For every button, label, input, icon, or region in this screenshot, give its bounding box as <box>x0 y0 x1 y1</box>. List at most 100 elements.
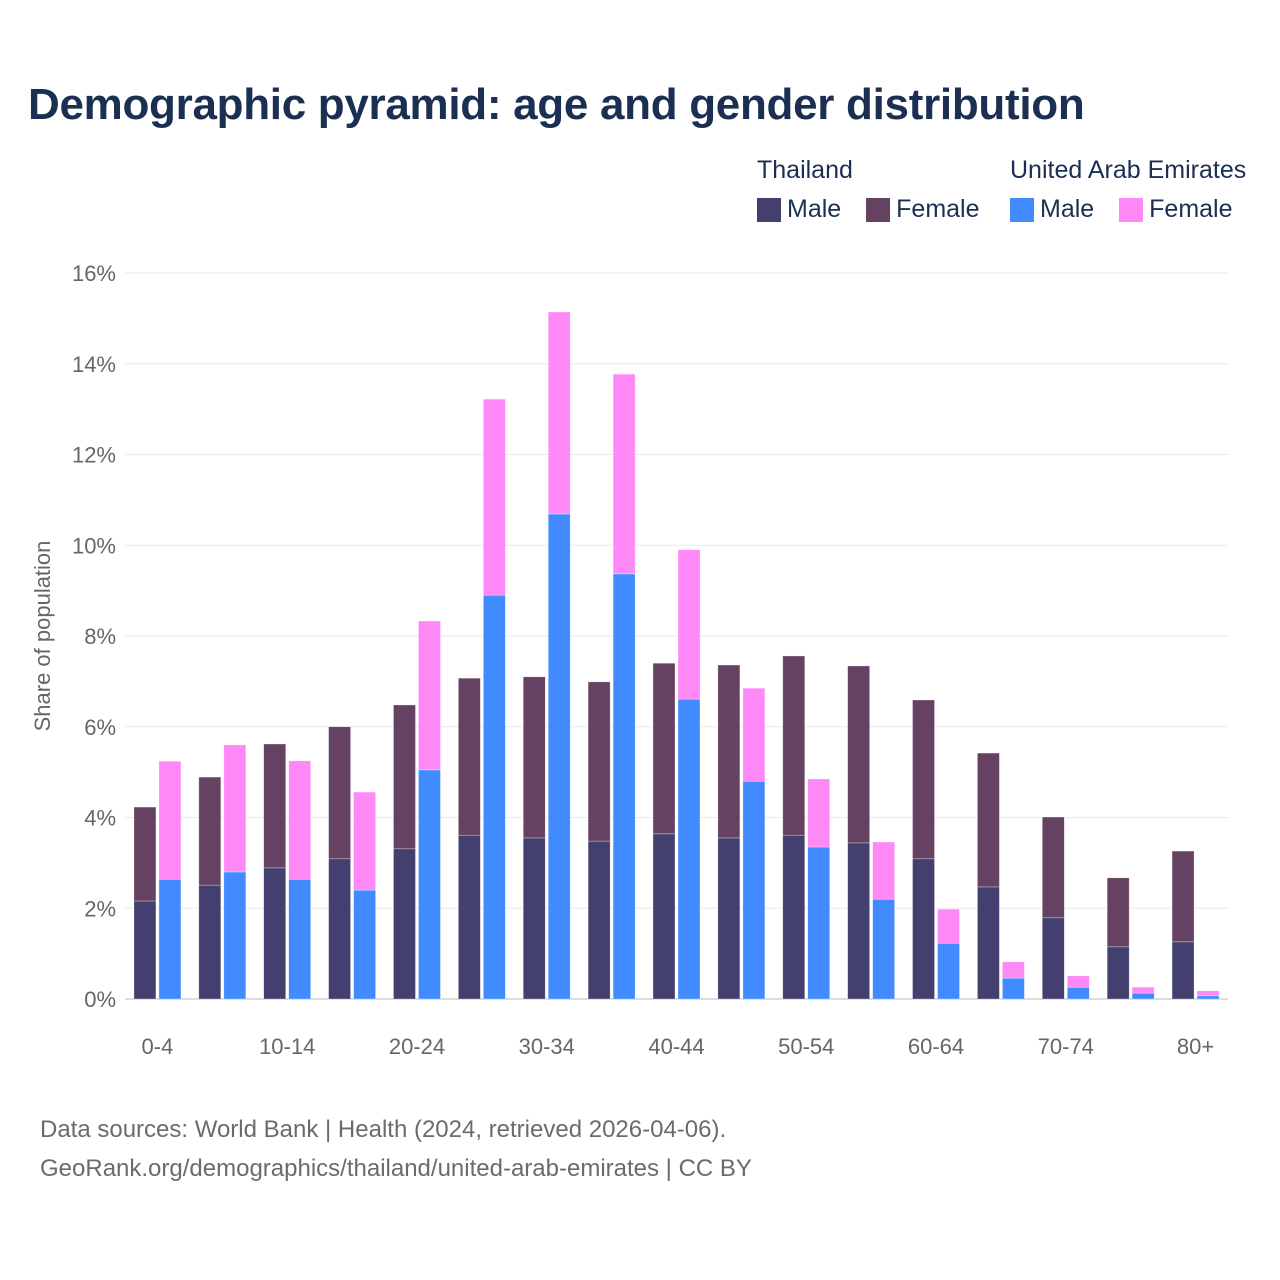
bar-thailand-male-45-49[interactable] <box>717 837 741 1000</box>
bar-uae-female-5-9[interactable] <box>223 744 247 873</box>
legend-item-uae-female[interactable]: Female <box>1119 195 1233 224</box>
y-tick-label: 4% <box>84 806 116 831</box>
bar-uae-male-40-44[interactable] <box>677 698 701 1000</box>
bar-thailand-female-15-19[interactable] <box>328 726 351 860</box>
legend-label: Male <box>1040 195 1095 223</box>
chart-plot: 0% 2% 4% 6% 8% 10% 12% 14% 16% 0-4 10-14 20-24 30-3… <box>30 261 1228 1059</box>
bar-uae-male-60-64[interactable] <box>937 942 960 1000</box>
bar-thailand-male-5-9[interactable] <box>198 884 222 1000</box>
bar-thailand-female-50-54[interactable] <box>782 655 806 836</box>
legend-title: Thailand <box>757 156 853 184</box>
bar-uae-male-65-69[interactable] <box>1002 977 1025 1000</box>
bar-uae-female-75-79[interactable] <box>1131 986 1155 994</box>
bar-uae-male-45-49[interactable] <box>742 780 766 1000</box>
bar-thailand-male-0-4[interactable] <box>133 900 157 1000</box>
x-tick-label: 80+ <box>1177 1034 1214 1059</box>
x-tick-label: 40-44 <box>648 1034 704 1059</box>
y-tick-label: 16% <box>72 261 116 286</box>
bar-thailand-female-80+[interactable] <box>1171 850 1195 943</box>
legend-swatch <box>757 197 781 222</box>
bar-thailand-female-55-59[interactable] <box>847 665 870 844</box>
bar-thailand-male-55-59[interactable] <box>847 842 870 1000</box>
x-tick-label: 60-64 <box>908 1034 964 1059</box>
bar-uae-male-70-74[interactable] <box>1066 986 1090 1000</box>
bar-uae-female-40-44[interactable] <box>677 549 701 700</box>
bar-uae-male-35-39[interactable] <box>612 573 636 1000</box>
bar-uae-male-55-59[interactable] <box>872 898 895 1000</box>
legend-item-thailand-female[interactable]: Female <box>866 195 980 224</box>
y-tick-label: 2% <box>84 896 116 921</box>
bar-uae-female-25-29[interactable] <box>483 398 506 596</box>
bar-thailand-male-20-24[interactable] <box>393 848 416 1000</box>
legend-label: Female <box>896 195 980 223</box>
bar-uae-female-70-74[interactable] <box>1066 975 1090 988</box>
y-tick-label: 8% <box>84 624 116 649</box>
legend-uae: United Arab Emirates Male Female <box>1010 156 1251 229</box>
bar-uae-female-60-64[interactable] <box>937 908 960 944</box>
y-tick-label: 0% <box>84 987 116 1012</box>
bar-uae-male-25-29[interactable] <box>483 594 506 1000</box>
bar-thailand-male-40-44[interactable] <box>652 833 676 1000</box>
bar-uae-female-10-14[interactable] <box>288 760 312 880</box>
bar-thailand-female-35-39[interactable] <box>587 681 611 842</box>
x-tick-label: 20-24 <box>389 1034 445 1059</box>
y-tick-label: 10% <box>72 533 116 558</box>
bar-thailand-female-5-9[interactable] <box>198 776 222 886</box>
bar-uae-female-30-34[interactable] <box>547 311 571 515</box>
legend-item-uae-male[interactable]: Male <box>1010 195 1094 224</box>
bar-thailand-male-15-19[interactable] <box>328 858 351 1000</box>
x-tick-label: 50-54 <box>778 1034 834 1059</box>
bar-thailand-male-50-54[interactable] <box>782 834 806 1000</box>
bar-thailand-male-60-64[interactable] <box>912 858 935 1000</box>
y-axis-label: Share of population <box>30 541 55 732</box>
bar-uae-female-45-49[interactable] <box>742 687 766 782</box>
footer-source: Data sources: World Bank | Health (2024,… <box>40 1116 727 1143</box>
bar-thailand-male-65-69[interactable] <box>977 886 1000 1000</box>
bar-uae-female-65-69[interactable] <box>1002 961 1025 979</box>
bar-uae-female-20-24[interactable] <box>418 620 441 771</box>
bar-uae-female-35-39[interactable] <box>612 373 636 575</box>
bar-thailand-male-75-79[interactable] <box>1106 946 1130 1000</box>
legend-swatch <box>1010 197 1034 222</box>
x-tick-label: 70-74 <box>1038 1034 1094 1059</box>
bar-thailand-female-45-49[interactable] <box>717 664 741 839</box>
bar-uae-male-80+[interactable] <box>1196 995 1220 1000</box>
bar-uae-female-55-59[interactable] <box>872 841 895 900</box>
bar-uae-male-30-34[interactable] <box>547 513 571 1000</box>
bar-uae-male-5-9[interactable] <box>223 871 247 1000</box>
bar-thailand-male-80+[interactable] <box>1171 941 1195 1000</box>
chart-title: Demographic pyramid: age and gender dist… <box>28 80 1085 129</box>
bar-uae-female-50-54[interactable] <box>807 778 831 848</box>
bar-thailand-female-75-79[interactable] <box>1106 877 1130 948</box>
bar-uae-male-15-19[interactable] <box>353 889 376 1000</box>
bar-thailand-male-35-39[interactable] <box>587 840 611 1000</box>
y-tick-label: 12% <box>72 443 116 468</box>
bar-uae-female-15-19[interactable] <box>353 791 376 891</box>
bar-thailand-female-40-44[interactable] <box>652 662 676 835</box>
bar-thailand-female-30-34[interactable] <box>522 676 546 839</box>
bar-uae-male-50-54[interactable] <box>807 846 831 1000</box>
bar-thailand-female-20-24[interactable] <box>393 704 416 850</box>
bar-thailand-male-30-34[interactable] <box>522 837 546 1000</box>
bar-uae-male-0-4[interactable] <box>158 878 182 1000</box>
bar-thailand-female-10-14[interactable] <box>263 743 287 869</box>
bar-thailand-male-10-14[interactable] <box>263 867 287 1000</box>
bar-uae-male-10-14[interactable] <box>288 878 312 1000</box>
bar-uae-female-80+[interactable] <box>1196 990 1220 997</box>
bar-thailand-female-25-29[interactable] <box>458 677 481 836</box>
legend-thailand: Thailand Male Female <box>757 156 998 229</box>
footer-link[interactable]: GeoRank.org/demographics/thailand/united… <box>40 1155 752 1182</box>
bar-thailand-female-0-4[interactable] <box>133 806 157 902</box>
y-tick-label: 14% <box>72 352 116 377</box>
bar-thailand-male-25-29[interactable] <box>458 834 481 1000</box>
bar-thailand-female-60-64[interactable] <box>912 699 935 860</box>
legend-label: Female <box>1149 195 1233 223</box>
legend-item-thailand-male[interactable]: Male <box>757 195 841 224</box>
bar-uae-male-20-24[interactable] <box>418 769 441 1000</box>
x-tick-label: 0-4 <box>142 1034 174 1059</box>
bar-thailand-female-70-74[interactable] <box>1041 816 1065 919</box>
bar-uae-female-0-4[interactable] <box>158 760 182 880</box>
bar-uae-male-75-79[interactable] <box>1131 992 1155 1000</box>
bar-thailand-female-65-69[interactable] <box>977 752 1000 888</box>
bar-thailand-male-70-74[interactable] <box>1041 917 1065 1000</box>
